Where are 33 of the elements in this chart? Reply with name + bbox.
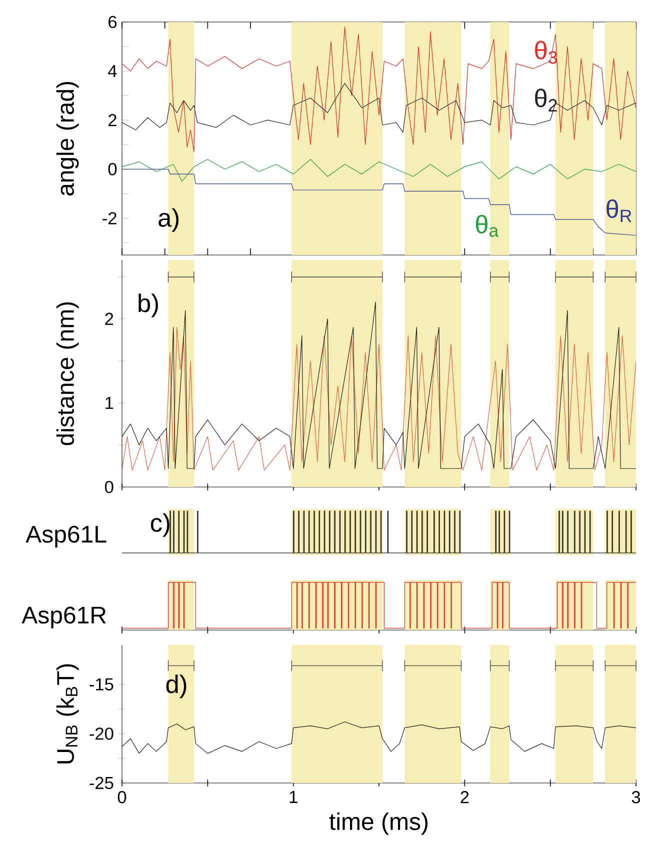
y-tick-label: 1 (106, 396, 114, 409)
y-tick-label: 4 (108, 65, 117, 78)
y-axis-title: Asp61L (26, 526, 106, 548)
line-series (122, 168, 636, 236)
line-series (122, 83, 636, 133)
y-tick-label: -25 (90, 776, 114, 790)
x-tick-label: 3 (632, 791, 640, 804)
x-axis-title: time (ms) (329, 812, 428, 835)
y-axis-title: distance (nm) (56, 302, 79, 446)
y-tick-label: 0 (108, 163, 117, 176)
line-series (122, 159, 636, 182)
y-tick-label: -15 (90, 678, 114, 690)
y-tick-label: 2 (108, 114, 116, 126)
y-tick-label: 6 (108, 16, 117, 28)
line-series (122, 722, 636, 754)
x-tick-label: 1 (290, 791, 298, 803)
series-label: θ$_{R}$ (606, 199, 632, 222)
y-tick-label: 2 (105, 312, 114, 325)
line-series (122, 26, 636, 152)
annotation: a) (158, 208, 178, 232)
annotation: c) (150, 513, 170, 537)
annotation: b) (138, 294, 158, 318)
series-label: θ$_{a}$ (476, 214, 499, 237)
annotation: d) (166, 674, 186, 698)
line-series (122, 326, 636, 470)
y-axis-title: Asp61R (22, 606, 106, 628)
y-axis-title: U$_{NB}$ (k$_{B}$T) (56, 664, 79, 764)
x-tick-label: 0 (118, 791, 126, 804)
y-tick-label: -2 (102, 212, 116, 224)
x-tick-label: 2 (460, 791, 469, 804)
y-tick-label: 0 (104, 480, 114, 494)
y-tick-label: -20 (90, 728, 114, 740)
y-axis-title: angle (rad) (56, 82, 79, 196)
